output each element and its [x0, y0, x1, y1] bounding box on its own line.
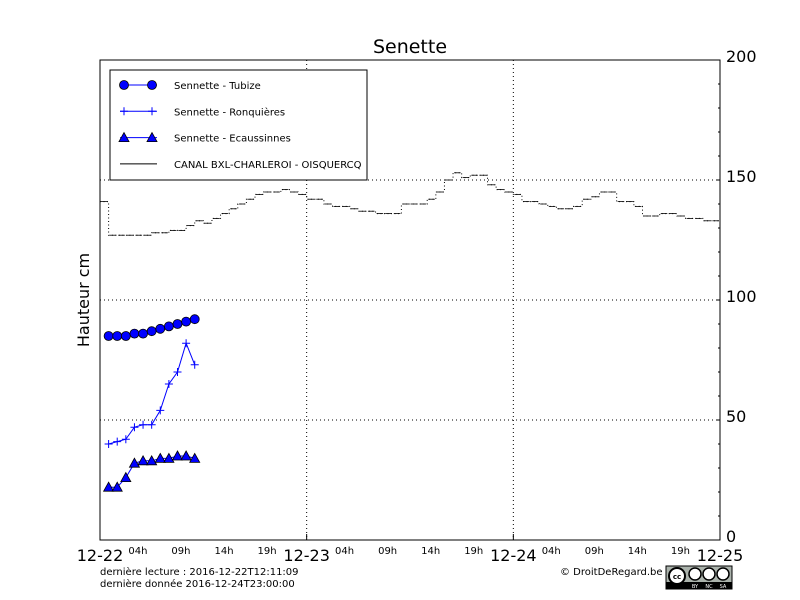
series-1	[104, 339, 199, 448]
circle-marker	[189, 314, 200, 325]
circle-marker	[119, 80, 129, 90]
x-minor-tick-label: 14h	[628, 546, 647, 557]
x-major-tick-label: 12-22	[77, 546, 124, 565]
circle-marker	[120, 331, 131, 341]
x-minor-tick-label: 14h	[214, 546, 233, 557]
last-data-text: dernière donnée 2016-12-24T23:00:00	[100, 578, 295, 590]
plus-marker	[113, 437, 122, 446]
circle-marker	[112, 331, 123, 341]
plus-marker	[104, 440, 113, 448]
plus-marker	[156, 406, 165, 415]
x-minor-tick-label: 19h	[464, 546, 483, 557]
triangle-marker	[189, 452, 201, 463]
x-minor-tick-label: 04h	[128, 546, 147, 557]
triangle-marker	[118, 131, 130, 143]
legend: Sennette - Tubize Sennette - Ronquières Se…	[109, 69, 368, 181]
triangle-marker	[180, 450, 192, 461]
series-2	[102, 450, 201, 492]
x-minor-tick-label: 19h	[258, 546, 277, 557]
by-icon	[688, 567, 702, 581]
license-by: BY	[692, 584, 699, 590]
plus-marker	[164, 380, 173, 388]
cc-icon	[668, 567, 686, 585]
x-major-tick-label: 12-24	[490, 546, 537, 565]
y-tick-label: 100	[726, 287, 757, 306]
x-major-tick-label: 12-23	[283, 546, 330, 565]
plus-marker	[190, 360, 199, 369]
legend-label: Sennette - Tubize	[174, 81, 261, 92]
circle-marker	[155, 323, 166, 334]
triangle-marker	[137, 454, 149, 466]
circle-marker	[181, 316, 192, 327]
chart-title: Senette	[373, 36, 447, 58]
plus-marker	[139, 420, 148, 429]
series-line	[108, 341, 196, 445]
legend-label: Sennette - Ecaussinnes	[174, 134, 291, 145]
y-tick-label: 50	[726, 407, 746, 426]
x-minor-tick-label: 09h	[585, 546, 604, 557]
circle-marker	[163, 321, 174, 332]
x-minor-tick-label: 19h	[671, 546, 690, 557]
triangle-marker	[128, 457, 141, 468]
triangle-marker	[154, 452, 166, 463]
x-minor-tick-label: 04h	[542, 546, 561, 557]
triangle-marker	[145, 454, 158, 466]
cc-license-badge[interactable]: cc BY NC SA	[665, 565, 733, 590]
plus-marker	[173, 368, 182, 376]
circle-marker	[103, 331, 114, 341]
circle-marker	[172, 319, 183, 329]
triangle-marker	[163, 452, 175, 463]
license-nc: NC	[705, 584, 713, 590]
y-tick-label: 0	[726, 527, 736, 546]
y-tick-label: 150	[726, 167, 757, 186]
legend-label: Sennette - Ronquières	[174, 106, 285, 118]
license-sa: SA	[720, 584, 727, 590]
x-minor-tick-label: 09h	[171, 546, 190, 557]
x-minor-tick-label: 09h	[378, 546, 397, 557]
nc-icon	[702, 567, 716, 581]
triangle-marker	[111, 481, 123, 492]
plus-marker	[148, 107, 156, 116]
x-minor-tick-label: 14h	[421, 546, 440, 557]
series-0	[103, 314, 200, 341]
circle-marker	[138, 328, 148, 339]
copyright-text[interactable]: © DroitDeRegard.be	[560, 567, 663, 578]
plus-marker	[147, 420, 156, 429]
y-tick-label: 200	[726, 47, 757, 66]
canal-step-line	[100, 172, 720, 236]
triangle-marker	[120, 471, 132, 483]
triangle-marker	[171, 450, 184, 461]
last-read-text: dernière lecture : 2016-12-22T12:11:09	[100, 566, 299, 578]
y-axis-label: Hauteur cm	[74, 253, 93, 347]
circle-marker	[147, 80, 157, 90]
plus-marker	[121, 435, 130, 444]
legend-label: CANAL BXL-CHARLEROI - OISQUERCQ	[174, 160, 362, 171]
x-minor-tick-label: 04h	[335, 546, 354, 557]
triangle-marker	[146, 131, 158, 143]
plus-marker	[182, 339, 191, 348]
x-major-tick-label: 12-25	[697, 546, 744, 565]
triangle-marker	[102, 481, 115, 492]
svg-text:cc: cc	[673, 573, 681, 581]
circle-marker	[129, 328, 140, 339]
series-3	[100, 172, 720, 236]
circle-marker	[146, 326, 157, 337]
plus-marker	[120, 107, 128, 116]
plus-marker	[130, 423, 139, 432]
sa-icon	[716, 567, 730, 581]
